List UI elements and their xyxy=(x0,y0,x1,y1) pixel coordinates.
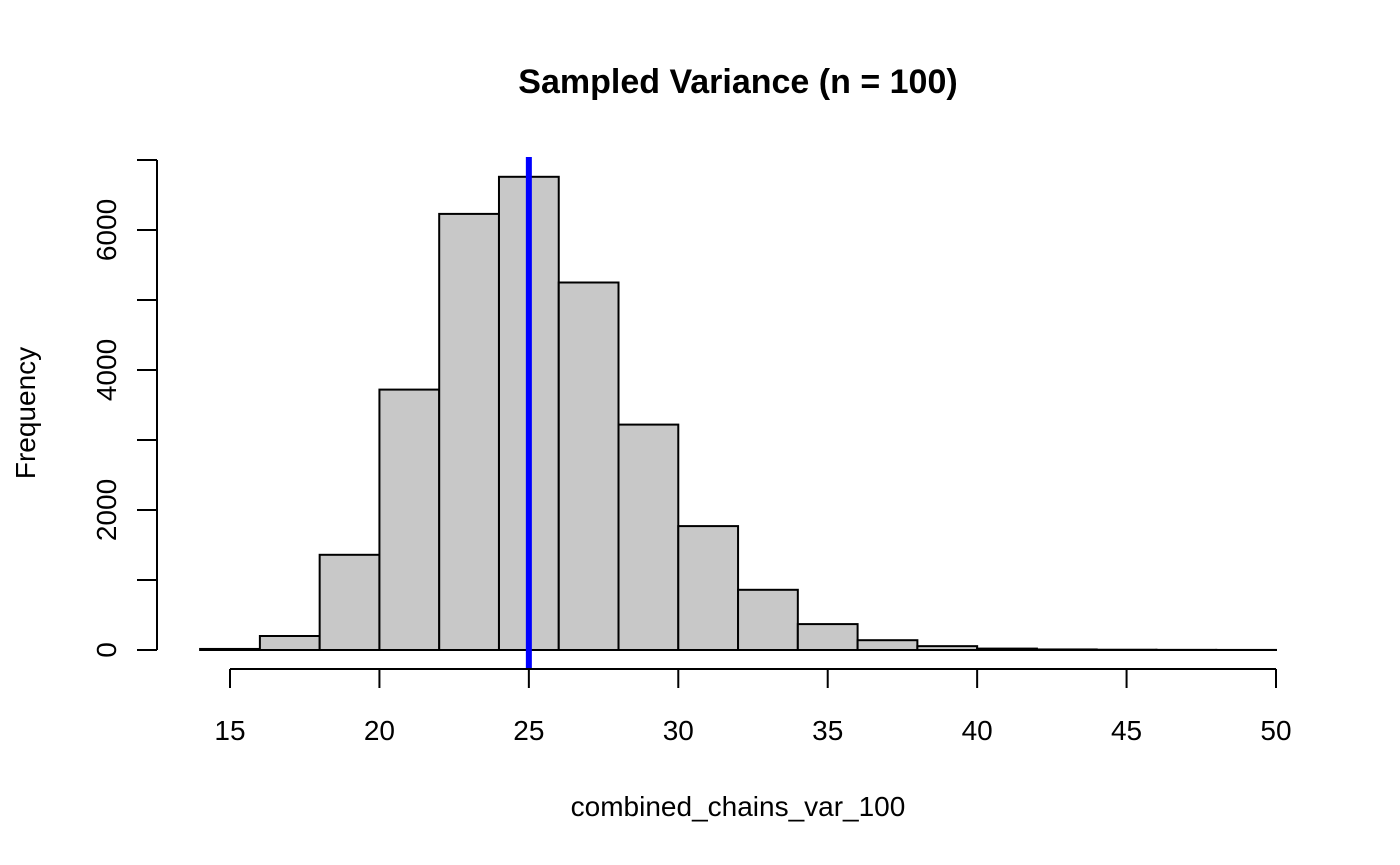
x-axis-label: combined_chains_var_100 xyxy=(571,791,906,822)
y-axis: 0 2000 4000 6000 xyxy=(91,159,158,658)
x-tick-label-25: 25 xyxy=(513,715,544,746)
histogram-bar-42-44 xyxy=(1035,648,1098,652)
histogram-bar-28-30 xyxy=(617,423,680,651)
x-tick-label-30: 30 xyxy=(663,715,694,746)
histogram-bar-40-42 xyxy=(976,647,1038,651)
histogram-bar-16-18 xyxy=(258,635,321,651)
y-tick-label-4000: 4000 xyxy=(91,339,122,401)
x-axis: 15 20 25 30 35 40 45 50 xyxy=(214,668,1292,746)
histogram-bars xyxy=(199,175,1277,652)
x-tick-label-15: 15 xyxy=(214,715,245,746)
histogram-bar-26-28 xyxy=(557,281,620,651)
x-tick-label-35: 35 xyxy=(812,715,843,746)
y-tick-label-6000: 6000 xyxy=(91,199,122,261)
x-tick-label-50: 50 xyxy=(1260,715,1291,746)
histogram-bar-18-20 xyxy=(318,553,381,651)
y-tick-label-0: 0 xyxy=(91,642,122,658)
chart-title: Sampled Variance (n = 100) xyxy=(518,63,957,101)
histogram-bar-32-34 xyxy=(737,588,799,651)
histogram-bar-38-40 xyxy=(916,645,979,652)
histogram-bar-34-36 xyxy=(796,623,859,651)
histogram-bar-36-38 xyxy=(856,639,919,652)
x-tick-label-45: 45 xyxy=(1111,715,1142,746)
x-tick-label-20: 20 xyxy=(364,715,395,746)
y-axis-label: Frequency xyxy=(10,347,41,479)
x-tick-label-40: 40 xyxy=(962,715,993,746)
histogram-bar-30-32 xyxy=(677,525,740,651)
histogram-bar-22-24 xyxy=(438,212,500,651)
histogram-bar-20-22 xyxy=(378,388,441,651)
y-tick-label-2000: 2000 xyxy=(91,479,122,541)
histogram-bar-14-16 xyxy=(199,647,261,652)
